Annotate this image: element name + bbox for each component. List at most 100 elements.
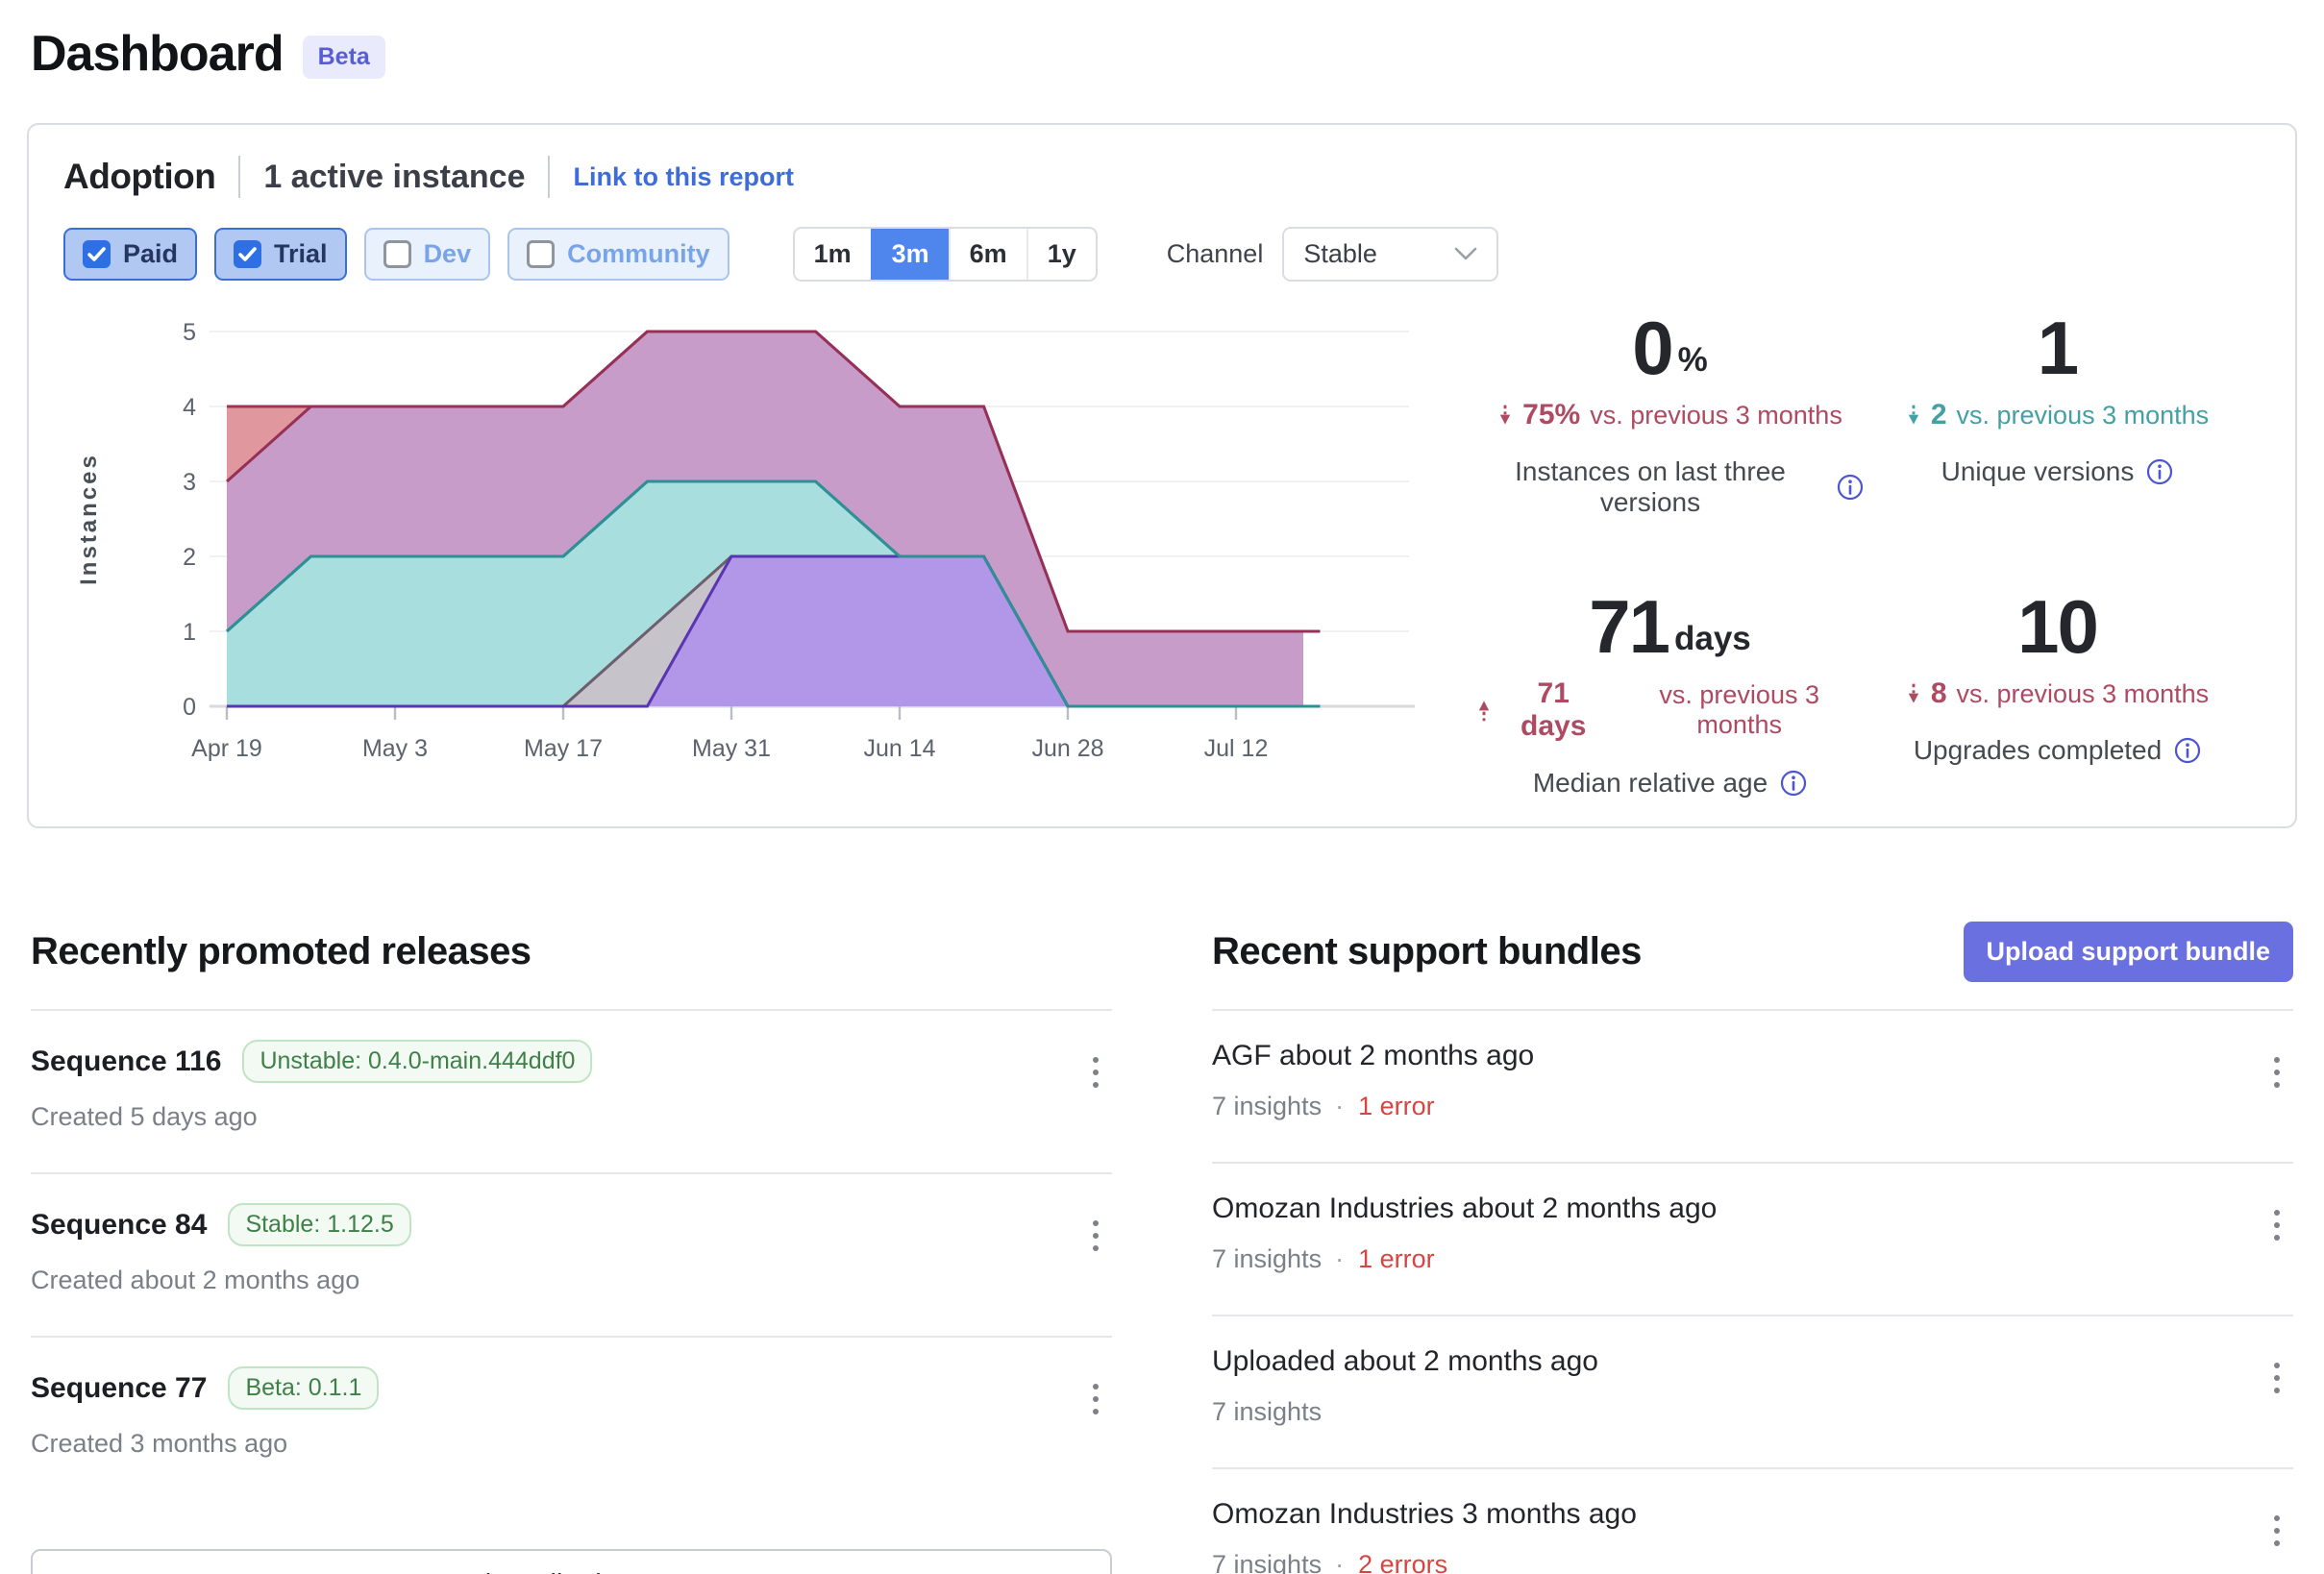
divider: [548, 156, 551, 198]
stat-label: Instances on last three versions: [1476, 456, 1864, 518]
svg-text:May 3: May 3: [362, 735, 428, 762]
trend-caption: vs. previous 3 months: [1956, 400, 2210, 430]
stat-value: 10: [2017, 589, 2099, 664]
bundle-errors: 1 error: [1358, 1244, 1435, 1273]
range-3m[interactable]: 3m: [870, 229, 949, 280]
page-title: Dashboard: [31, 26, 284, 82]
filter-pill-dev[interactable]: Dev: [363, 228, 491, 281]
stat-unit: days: [1673, 620, 1751, 657]
kebab-menu-icon[interactable]: [2261, 1047, 2293, 1097]
bundle-insights: 7 insights: [1212, 1244, 1323, 1273]
view-all-releases-button[interactable]: View all releases: [31, 1549, 1112, 1574]
filter-label: Trial: [274, 239, 328, 268]
bundle-row: Omozan Industries about 2 months ago 7 i…: [1212, 1162, 2293, 1315]
svg-text:4: 4: [183, 394, 196, 421]
info-icon[interactable]: [2174, 737, 2201, 764]
active-instance-count: 1 active instance: [263, 158, 526, 195]
bundle-row: Omozan Industries 3 months ago 7 insight…: [1212, 1467, 2293, 1574]
stat-trend: 71 days vs. previous 3 months: [1476, 677, 1864, 743]
bundle-title: Omozan Industries about 2 months ago: [1212, 1193, 1718, 1224]
release-row: Sequence 77 Beta: 0.1.1 Created 3 months…: [31, 1336, 1112, 1499]
kebab-menu-icon[interactable]: [2261, 1506, 2293, 1556]
release-version-badge: Unstable: 0.4.0-main.444ddf0: [242, 1040, 593, 1083]
release-created: Created 3 months ago: [31, 1429, 288, 1458]
stat-label: Median relative age: [1476, 768, 1864, 799]
stat-median-relative-age: 71 days 71 days vs. previous 3 months Med…: [1476, 589, 1864, 799]
stat-number: 0: [1632, 306, 1673, 390]
stat-value: 1: [2037, 306, 2079, 390]
adoption-card: Adoption 1 active instance Link to this …: [27, 123, 2297, 828]
bundle-errors: 1 error: [1358, 1092, 1435, 1120]
stat-label: Unique versions: [1864, 456, 2251, 487]
beta-badge: Beta: [302, 35, 385, 79]
chevron-down-icon: [1455, 247, 1477, 260]
releases-header: Recently promoted releases: [31, 921, 1112, 982]
kebab-menu-icon[interactable]: [1079, 1211, 1112, 1261]
channel-value: Stable: [1303, 239, 1377, 268]
bundle-row: Uploaded about 2 months ago 7 insights ·: [1212, 1315, 2293, 1467]
release-title: Sequence 84: [31, 1208, 208, 1241]
svg-text:May 17: May 17: [524, 735, 603, 762]
release-version-badge: Stable: 1.12.5: [228, 1203, 411, 1246]
svg-text:3: 3: [183, 469, 196, 496]
svg-text:Jun 28: Jun 28: [1031, 735, 1103, 762]
bundle-row: AGF about 2 months ago 7 insights · 1 er…: [1212, 1009, 2293, 1162]
trend-down-icon: [1908, 405, 1919, 425]
checkbox-unchecked-icon: [383, 240, 411, 268]
adoption-title: Adoption: [63, 157, 216, 196]
stat-number: 1: [2037, 306, 2079, 390]
range-1m[interactable]: 1m: [813, 239, 852, 268]
trend-value: 71 days: [1520, 677, 1587, 742]
trend-value: 75%: [1522, 399, 1581, 430]
trend-up-icon: [1478, 701, 1490, 722]
release-created: Created 5 days ago: [31, 1102, 258, 1131]
svg-text:5: 5: [183, 319, 196, 346]
kebab-menu-icon[interactable]: [1079, 1047, 1112, 1097]
bundle-title: AGF about 2 months ago: [1212, 1040, 1535, 1071]
info-icon[interactable]: [2146, 458, 2173, 485]
range-6m[interactable]: 6m: [948, 229, 1026, 280]
trend-caption: vs. previous 3 months: [1956, 678, 2210, 708]
adoption-card-header: Adoption 1 active instance Link to this …: [63, 156, 2261, 198]
filter-label: Dev: [423, 239, 472, 268]
lower-sections: Recently promoted releases Sequence 116 …: [27, 921, 2297, 1574]
time-range-selector: 1m 3m 6m 1y: [792, 227, 1098, 282]
svg-text:2: 2: [183, 544, 196, 571]
trend-value: 2: [1930, 399, 1947, 430]
filter-pill-community[interactable]: Community: [507, 228, 729, 281]
divider: [238, 156, 241, 198]
bundles-section: Recent support bundles Upload support bu…: [1212, 921, 2293, 1574]
filter-pill-trial[interactable]: Trial: [214, 228, 347, 281]
filter-label: Community: [567, 239, 710, 268]
trend-down-icon: [1499, 405, 1511, 425]
svg-text:0: 0: [183, 694, 196, 721]
stat-label: Upgrades completed: [1864, 735, 2251, 766]
kebab-menu-icon[interactable]: [2261, 1353, 2293, 1403]
kebab-menu-icon[interactable]: [1079, 1374, 1112, 1424]
stat-upgrades-completed: 10 8 vs. previous 3 months Upgrades comp…: [1864, 589, 2251, 799]
bundle-insights: 7 insights: [1212, 1550, 1323, 1574]
releases-heading: Recently promoted releases: [31, 929, 532, 972]
stat-value: 71 days: [1589, 589, 1751, 664]
channel-select[interactable]: Stable: [1282, 227, 1499, 282]
filter-label: Paid: [123, 239, 179, 268]
adoption-chart[interactable]: 0 1 2 3 4 5 Instances Apr 19 May 3 May 17 May 31 Ju…: [63, 305, 1428, 799]
releases-section: Recently promoted releases Sequence 116 …: [31, 921, 1112, 1574]
upload-support-bundle-button[interactable]: Upload support bundle: [1963, 921, 2293, 982]
bundle-title: Omozan Industries 3 months ago: [1212, 1498, 1637, 1530]
info-icon[interactable]: [1780, 770, 1807, 797]
kebab-menu-icon[interactable]: [2261, 1200, 2293, 1250]
filter-pill-paid[interactable]: Paid: [63, 228, 198, 281]
trend-down-icon: [1908, 683, 1919, 703]
info-icon[interactable]: [1837, 474, 1864, 501]
trend-caption: vs. previous 3 months: [1659, 680, 1819, 739]
stat-number: 71: [1589, 584, 1670, 669]
link-to-report[interactable]: Link to this report: [573, 161, 794, 191]
bundle-insights: 7 insights: [1212, 1092, 1323, 1120]
range-1y[interactable]: 1y: [1026, 229, 1096, 280]
release-row: Sequence 116 Unstable: 0.4.0-main.444ddf…: [31, 1009, 1112, 1172]
svg-text:May 31: May 31: [692, 735, 771, 762]
channel-label: Channel: [1166, 239, 1264, 268]
checkbox-checked-icon: [234, 240, 262, 268]
